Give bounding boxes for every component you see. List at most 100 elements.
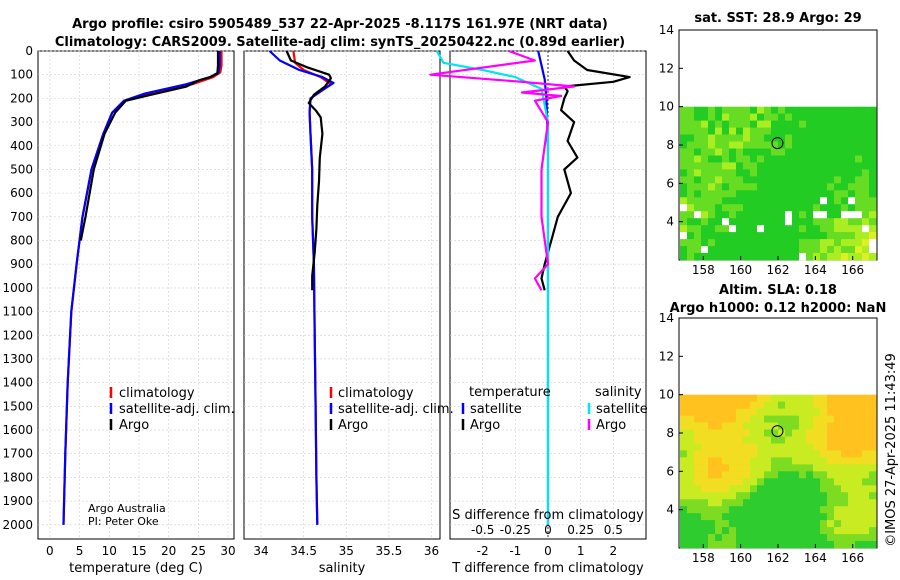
map-cell [715,534,723,542]
map-cell [792,162,800,170]
map-cell [813,513,821,521]
map-cell [743,534,751,542]
map-cell [736,239,744,247]
map-cell [715,120,723,128]
map-cell [743,127,751,135]
map-cell [715,506,723,514]
map-cell [834,394,842,403]
map-cell [792,127,800,135]
map-cell [757,485,765,493]
map-cell [771,443,779,451]
map-cell [771,408,779,416]
map-cell [813,106,821,115]
map-cell [757,120,765,128]
map-cell [736,513,744,521]
map-x-tick-label: 160 [729,551,752,565]
map-cell [701,443,709,451]
map-cell [841,541,849,549]
map-cell [729,492,737,500]
top-tick-label: 0.25 [567,523,594,537]
map-cell [708,492,716,500]
map-cell [764,169,772,177]
map-y-tick-label: 12 [659,349,674,363]
map-cell [827,499,835,507]
map-cell [785,120,793,128]
map-cell [729,225,737,233]
map-cell [869,190,877,198]
map-cell [771,162,779,170]
top-tick-label: 0 [544,523,552,537]
map-cell [806,211,814,219]
map-cell [694,499,702,507]
map-cell [820,401,828,409]
map-cell [813,197,821,205]
map-cell [799,520,807,528]
map-cell [855,422,863,430]
map-cell [799,499,807,507]
map-cell [743,527,751,535]
map-cell [680,134,688,142]
y-tick-label: 1200 [2,328,33,342]
map-cell [736,443,744,451]
map-cell [827,162,835,170]
map-cell [757,141,765,149]
map-cell [841,239,849,247]
map-cell [771,204,779,212]
map-cell [694,211,702,219]
map-cell [806,169,814,177]
map-cell [785,471,793,479]
map-cell [792,443,800,451]
map-cell [708,513,716,521]
map-cell [715,492,723,500]
map-cell [680,127,688,135]
map-cell [729,394,737,403]
map-cell [785,162,793,170]
map-cell [694,197,702,205]
map-cell [708,218,716,226]
map-cell [715,246,723,254]
y-tick-label: 700 [10,210,33,224]
x-tick-label: 35 [339,544,354,558]
map-cell [848,162,856,170]
map-cell [848,197,856,205]
map-cell [834,232,842,240]
map-cell [820,162,828,170]
map-cell [848,478,856,486]
map-cell [848,541,856,549]
map-cell [834,204,842,212]
map-cell [715,211,723,219]
map-cell [715,436,723,444]
map-cell [827,120,835,128]
map-y-tick-label: 4 [666,215,674,229]
map-cell [694,457,702,465]
map-cell [792,183,800,191]
map-cell [834,464,842,472]
map-cell [806,541,814,549]
map-cell [848,211,856,219]
map-cell [820,155,828,163]
map-cell [785,520,793,528]
map-x-tick-label: 158 [692,263,715,277]
map-cell [764,162,772,170]
map-cell [848,485,856,493]
map-y-tick-label: 8 [666,426,674,440]
map-cell [743,176,751,184]
map-cell [806,457,814,465]
map-cell [862,443,870,451]
map-cell [764,183,772,191]
map-cell [722,190,730,198]
map-cell [736,148,744,156]
map-cell [841,127,849,135]
map-cell [743,190,751,198]
map-cell [736,541,744,549]
map-cell [841,106,849,115]
map-cell [743,211,751,219]
map-cell [820,141,828,149]
map-cell [841,506,849,514]
map-cell [806,394,814,403]
map-cell [743,169,751,177]
map-cell [729,162,737,170]
map-cell [827,246,835,254]
map-cell [757,471,765,479]
map-cell [708,450,716,458]
